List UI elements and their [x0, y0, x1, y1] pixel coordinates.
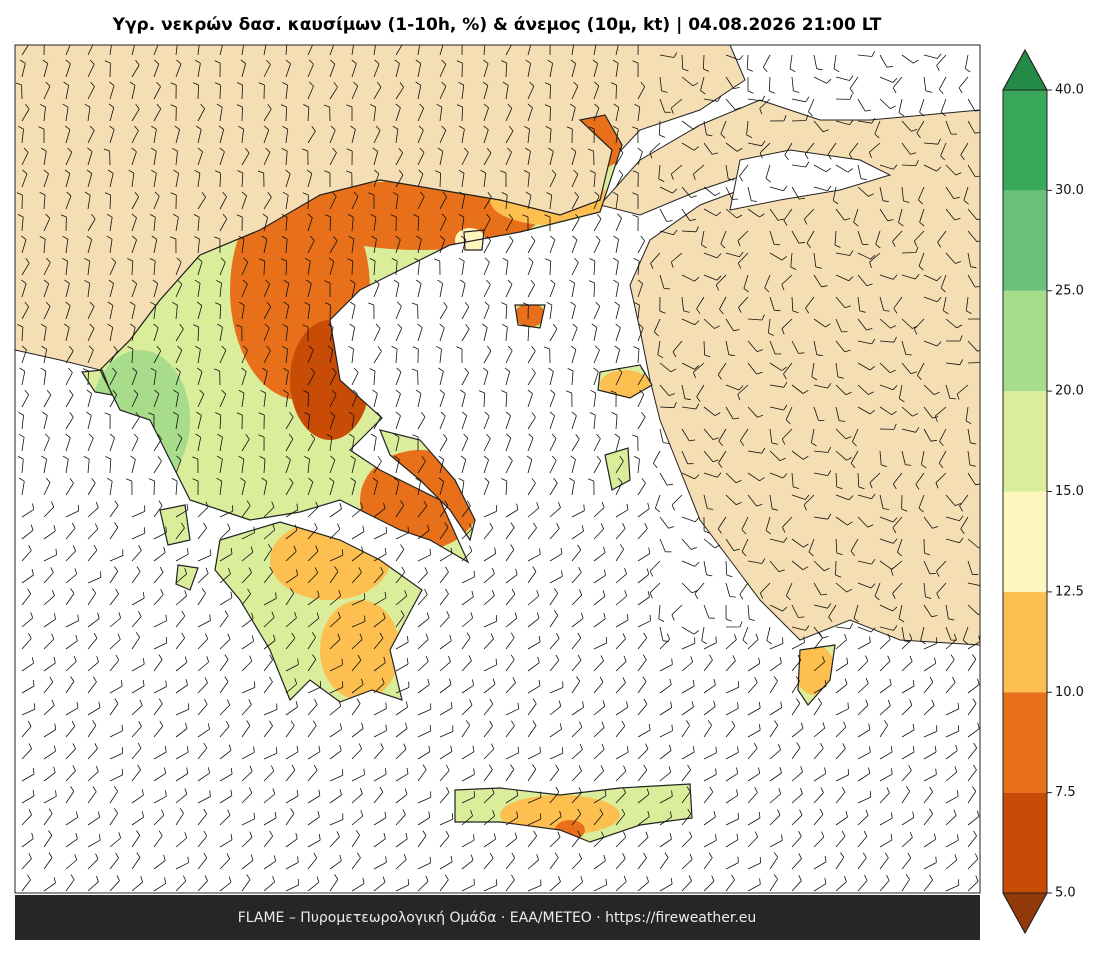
colorbar-tick-label: 30.0: [1055, 183, 1084, 198]
colorbar-tick-label: 20.0: [1055, 384, 1084, 399]
black-sea: [740, 45, 980, 110]
colorbar-bin: [1003, 792, 1047, 893]
colorbar-bin: [1003, 491, 1047, 592]
map-title: Υγρ. νεκρών δασ. καυσίμων (1-10h, %) & ά…: [112, 15, 882, 35]
wind-barbs: [15, 45, 980, 892]
colorbar-bin: [1003, 290, 1047, 392]
colorbar-tick-label: 7.5: [1055, 785, 1076, 800]
colorbar-over: [1002, 48, 1048, 91]
footer-bar: [15, 895, 980, 940]
colorbar-bin: [1003, 692, 1047, 793]
colorbar-bin: [1003, 190, 1047, 291]
colorbar-under: [1002, 892, 1048, 935]
colorbar-bin: [1003, 391, 1047, 492]
colorbar: 5.0 7.5 10.0 12.5 15.0 20.0 25.0 30.0 40.0: [1002, 48, 1084, 935]
map-frame: [14, 44, 981, 894]
colorbar-bin: [1003, 591, 1047, 693]
colorbar-tick-label: 12.5: [1055, 584, 1084, 599]
colorbar-tick-label: 25.0: [1055, 283, 1084, 298]
colorbar-bin: [1003, 90, 1047, 191]
colorbar-tick-label: 10.0: [1055, 685, 1084, 700]
colorbar-tick-label: 15.0: [1055, 484, 1084, 499]
colorbar-tick-label: 40.0: [1055, 83, 1084, 98]
colorbar-tick-label: 5.0: [1055, 886, 1076, 901]
footer-text: FLAME – Πυρομετεωρολογική Ομάδα · ΕΑΑ/ME…: [238, 910, 757, 926]
map: [15, 45, 980, 893]
